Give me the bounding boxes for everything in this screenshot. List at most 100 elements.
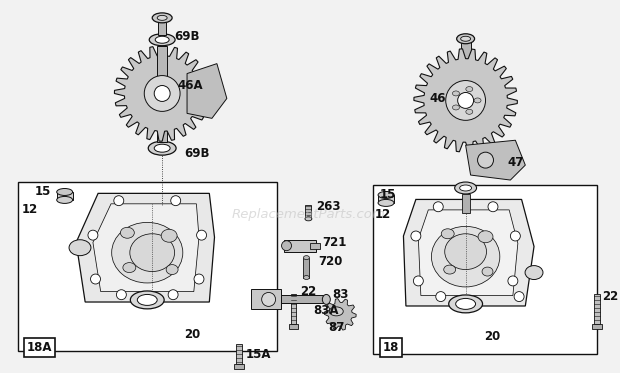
Ellipse shape [474,98,481,103]
Polygon shape [378,195,394,203]
Text: 20: 20 [184,328,200,341]
Circle shape [510,231,520,241]
FancyBboxPatch shape [18,182,277,351]
Ellipse shape [69,240,91,256]
Polygon shape [404,200,534,306]
Text: 69B: 69B [174,30,200,43]
Circle shape [414,276,423,286]
Text: 263: 263 [316,200,341,213]
Ellipse shape [444,265,456,274]
Ellipse shape [303,256,309,260]
Text: 83: 83 [332,288,348,301]
Text: 22: 22 [301,285,317,298]
Circle shape [91,274,100,284]
Polygon shape [283,240,316,252]
Circle shape [508,276,518,286]
Ellipse shape [148,141,176,155]
Circle shape [168,290,178,300]
Circle shape [262,292,276,306]
Ellipse shape [457,34,474,44]
Text: 15A: 15A [246,348,271,361]
Polygon shape [592,324,602,329]
Ellipse shape [154,144,170,152]
Polygon shape [187,64,227,118]
Polygon shape [291,294,296,324]
Ellipse shape [441,229,454,239]
Circle shape [433,202,443,212]
Circle shape [154,85,170,101]
Polygon shape [594,294,600,324]
Circle shape [144,76,180,112]
Text: 15: 15 [380,188,396,201]
Text: 12: 12 [375,209,391,221]
Polygon shape [56,192,73,200]
Ellipse shape [432,226,500,287]
Text: 46: 46 [430,92,446,105]
FancyBboxPatch shape [373,185,597,354]
Ellipse shape [153,13,172,23]
Circle shape [281,241,291,251]
Ellipse shape [456,298,476,309]
Ellipse shape [120,227,135,238]
Ellipse shape [478,231,493,243]
Polygon shape [414,49,517,152]
Polygon shape [250,289,281,309]
Ellipse shape [378,191,394,198]
Polygon shape [462,194,469,213]
Text: 12: 12 [22,203,38,216]
Polygon shape [418,210,518,295]
Circle shape [88,230,98,240]
Ellipse shape [482,267,493,276]
Text: ReplacementParts.com: ReplacementParts.com [231,209,385,221]
Text: 47: 47 [507,156,524,169]
Ellipse shape [461,36,471,41]
Text: 69B: 69B [184,147,210,160]
Polygon shape [281,295,324,303]
Ellipse shape [305,217,312,221]
Polygon shape [157,120,167,142]
Circle shape [458,93,474,109]
Text: 721: 721 [322,236,347,249]
Polygon shape [288,324,298,329]
Polygon shape [311,243,321,249]
Polygon shape [466,140,525,180]
Text: 15: 15 [35,185,51,198]
Polygon shape [303,258,309,278]
Ellipse shape [130,234,175,272]
Polygon shape [234,364,244,369]
Ellipse shape [525,266,543,279]
Ellipse shape [453,105,459,110]
Circle shape [114,196,124,206]
Polygon shape [461,41,471,91]
Ellipse shape [466,109,473,114]
Polygon shape [157,46,167,76]
Ellipse shape [149,34,175,46]
Text: 83A: 83A [313,304,339,317]
Ellipse shape [459,185,472,191]
Ellipse shape [445,234,487,270]
Ellipse shape [449,295,482,313]
Text: 720: 720 [319,255,343,268]
Text: 20: 20 [484,330,501,343]
Polygon shape [236,344,242,364]
Ellipse shape [137,294,157,305]
Ellipse shape [378,200,394,206]
Polygon shape [306,205,311,219]
Ellipse shape [454,182,477,194]
Polygon shape [93,204,199,292]
Ellipse shape [123,263,136,273]
Text: 46A: 46A [177,79,203,92]
Circle shape [117,290,126,300]
Polygon shape [115,46,210,141]
Circle shape [436,292,446,301]
Text: 22: 22 [602,290,618,303]
Polygon shape [76,193,215,302]
Text: 18: 18 [383,341,399,354]
Polygon shape [158,22,166,35]
Ellipse shape [303,276,309,279]
Ellipse shape [56,197,73,203]
Polygon shape [324,299,356,330]
Ellipse shape [157,15,167,21]
Ellipse shape [161,229,177,242]
Ellipse shape [322,294,330,304]
